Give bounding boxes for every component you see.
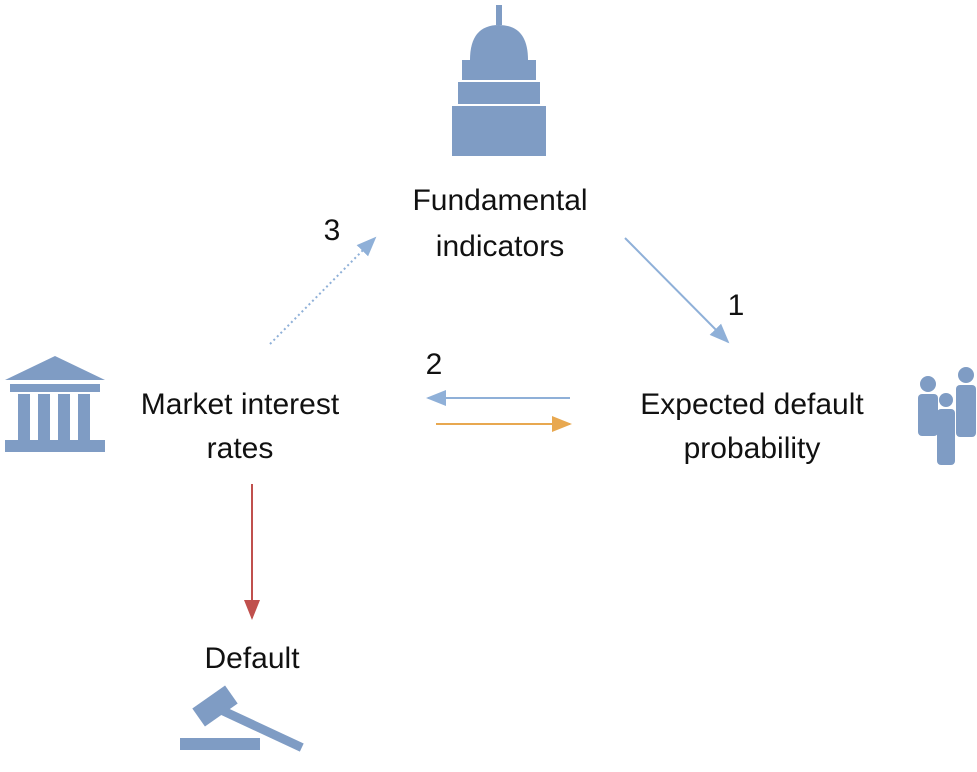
people-icon	[918, 367, 976, 465]
node-label: rates	[207, 432, 274, 465]
node-label: Expected default	[640, 388, 864, 421]
node-label: indicators	[436, 230, 564, 263]
edge-arrow	[624, 237, 730, 344]
edge-arrow	[269, 236, 377, 345]
gavel-icon	[180, 685, 304, 752]
edge-label: 1	[728, 289, 745, 322]
node-label: probability	[684, 432, 821, 465]
capitol-icon	[452, 5, 546, 156]
bank-icon	[5, 356, 105, 452]
edge-label: 2	[426, 348, 443, 381]
node-label: Fundamental	[412, 184, 587, 217]
edge-label: 3	[324, 214, 341, 247]
node-label: Default	[204, 642, 300, 675]
node-label: Market interest	[141, 388, 340, 421]
